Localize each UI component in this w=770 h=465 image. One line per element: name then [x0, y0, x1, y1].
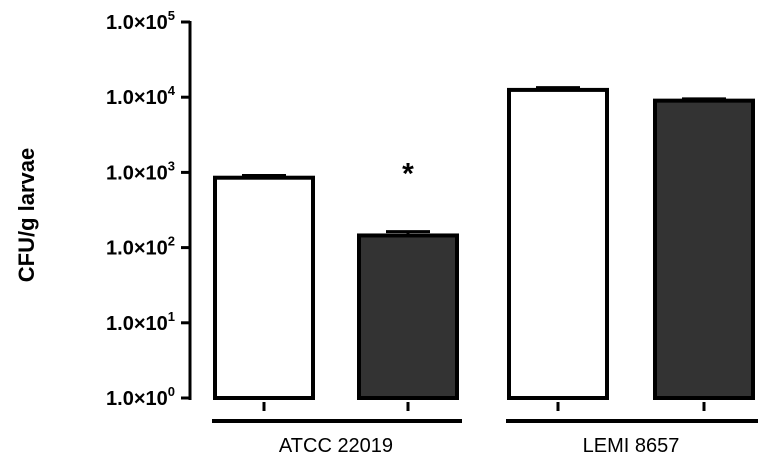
- y-tick-label: 1.0×103: [106, 158, 175, 184]
- y-tick-label: 1.0×104: [106, 83, 176, 109]
- x-axis-groups: ATCC 22019 LEMI 8657: [212, 402, 758, 457]
- y-tick-label: 1.0×105: [106, 8, 175, 34]
- y-tick-label: 1.0×100: [106, 384, 175, 410]
- bar: [653, 98, 755, 400]
- y-tick-label: 1.0×102: [106, 234, 175, 260]
- group-label: LEMI 8657: [583, 435, 680, 457]
- bar: [213, 175, 315, 400]
- bar: [507, 87, 609, 401]
- bar: [357, 233, 459, 400]
- y-axis: 1.0×100 1.0×101 1.0×102 1.0×103 1.0×104 1.0×1…: [106, 8, 192, 410]
- y-axis-label: CFU/g larvae: [14, 148, 39, 283]
- y-tick-label: 1.0×101: [106, 309, 175, 335]
- bars: *: [213, 86, 755, 401]
- group-label: ATCC 22019: [279, 435, 393, 457]
- significance-marker: *: [402, 158, 414, 191]
